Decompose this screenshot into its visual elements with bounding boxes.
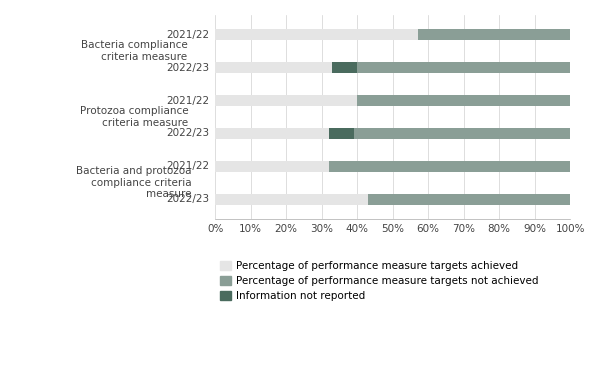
Bar xyxy=(215,62,332,73)
Text: Protozoa compliance
criteria measure: Protozoa compliance criteria measure xyxy=(80,106,188,128)
Bar xyxy=(215,95,357,106)
Bar xyxy=(332,62,357,73)
Text: 2021/22: 2021/22 xyxy=(166,161,209,171)
Bar xyxy=(418,30,570,40)
Text: Bacteria compliance
criteria measure: Bacteria compliance criteria measure xyxy=(81,40,188,62)
Bar xyxy=(368,194,570,205)
Legend: Percentage of performance measure targets achieved, Percentage of performance me: Percentage of performance measure target… xyxy=(220,261,539,301)
Bar xyxy=(329,161,570,172)
Bar xyxy=(215,161,329,172)
Text: 2022/23: 2022/23 xyxy=(166,128,209,138)
Bar xyxy=(215,30,418,40)
Bar xyxy=(329,128,353,139)
Bar xyxy=(215,128,329,139)
Bar xyxy=(353,128,570,139)
Text: 2021/22: 2021/22 xyxy=(166,30,209,40)
Bar xyxy=(357,95,570,106)
Bar xyxy=(357,62,570,73)
Text: 2022/23: 2022/23 xyxy=(166,194,209,204)
Text: 2022/23: 2022/23 xyxy=(166,63,209,72)
Text: 2021/22: 2021/22 xyxy=(166,96,209,105)
Bar xyxy=(215,194,368,205)
Text: Bacteria and protozoa
compliance criteria
measure: Bacteria and protozoa compliance criteri… xyxy=(76,166,192,199)
